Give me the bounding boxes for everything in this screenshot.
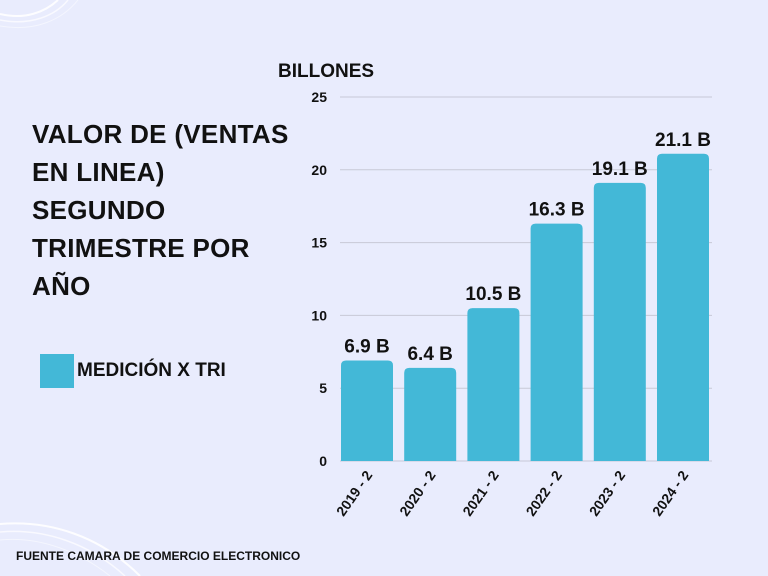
bar-value-label: 6.4 B — [407, 344, 452, 365]
x-tick-label: 2024 - 2 — [649, 467, 692, 518]
chart-title-line: AÑO — [32, 271, 91, 301]
y-tick-label: 25 — [311, 89, 327, 105]
chart-title-line: TRIMESTRE POR — [32, 233, 250, 263]
chart-title-line: EN LINEA) — [32, 157, 165, 187]
y-tick-label: 20 — [311, 162, 327, 178]
y-tick-label: 5 — [319, 380, 327, 396]
x-tick-label: 2020 - 2 — [396, 467, 439, 518]
bar — [657, 153, 709, 461]
source-note: FUENTE CAMARA DE COMERCIO ELECTRONICO — [16, 549, 301, 563]
legend: MEDICIÓN X TRI — [40, 354, 226, 388]
bar — [341, 360, 393, 461]
bar-value-label: 21.1 B — [655, 130, 711, 151]
bar-value-label: 10.5 B — [465, 284, 521, 305]
bar-value-label: 16.3 B — [529, 200, 585, 221]
y-tick-label: 15 — [311, 235, 327, 251]
x-tick-label: 2022 - 2 — [522, 467, 565, 518]
chart-title-line: VALOR DE (VENTAS — [32, 119, 289, 149]
bar — [467, 308, 520, 461]
x-tick-label: 2019 - 2 — [333, 467, 376, 518]
y-tick-label: 10 — [311, 307, 327, 323]
bar-value-label: 19.1 B — [592, 159, 648, 180]
x-tick-label: 2021 - 2 — [459, 467, 502, 518]
chart-title-line: SEGUNDO — [32, 195, 166, 225]
legend-label: MEDICIÓN X TRI — [77, 360, 226, 381]
bar — [404, 367, 457, 461]
y-axis-label: BILLONES — [278, 61, 375, 82]
bar — [593, 182, 646, 462]
bar-value-label: 6.9 B — [344, 337, 389, 358]
legend-swatch — [40, 354, 74, 388]
y-tick-label: 0 — [319, 453, 327, 469]
x-tick-label: 2023 - 2 — [586, 467, 629, 518]
chart-title: VALOR DE (VENTAS EN LINEA) SEGUNDO TRIME… — [32, 115, 302, 305]
bar — [530, 223, 583, 461]
